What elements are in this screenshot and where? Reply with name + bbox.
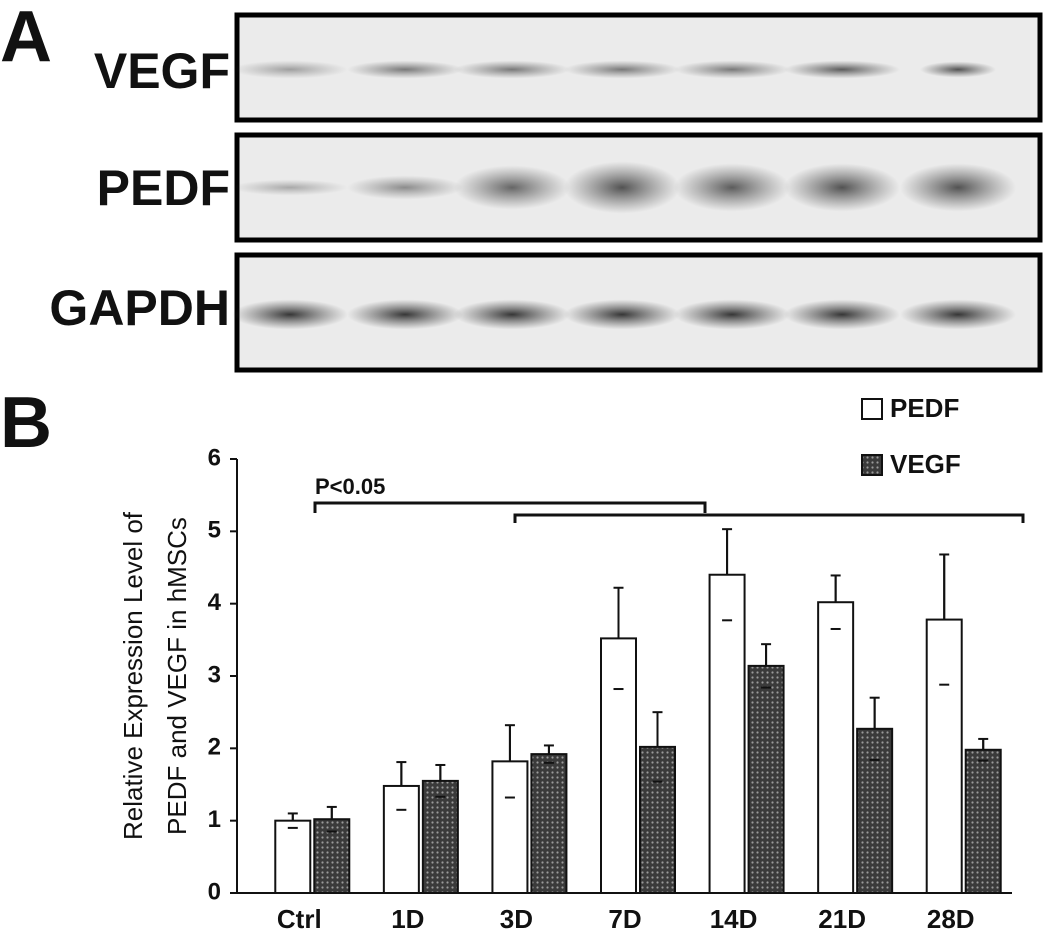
x-tick-label: 21D xyxy=(818,904,866,934)
y-tick-label: 1 xyxy=(208,806,221,833)
y-tick-label: 0 xyxy=(208,878,221,905)
blot-band xyxy=(564,299,680,330)
blots xyxy=(232,12,1043,373)
y-tick-label: 3 xyxy=(208,661,221,688)
blot-band xyxy=(900,299,1016,330)
x-tick-label: 1D xyxy=(391,904,424,934)
blot-band xyxy=(232,299,348,330)
blot-band xyxy=(232,179,348,196)
panel-label: B xyxy=(0,383,52,463)
blot-band xyxy=(674,163,790,212)
blot-band xyxy=(454,165,570,210)
bar xyxy=(639,745,676,894)
blot-label: GAPDH xyxy=(49,280,230,336)
legend-swatch xyxy=(861,454,883,476)
bar xyxy=(747,664,785,895)
x-tick-label: 28D xyxy=(927,904,975,934)
bar xyxy=(925,618,963,895)
bar xyxy=(274,819,312,895)
bar xyxy=(964,748,1002,895)
panel-label: A xyxy=(0,0,52,77)
y-tick-label: 5 xyxy=(208,517,221,544)
blot-band xyxy=(784,299,900,330)
y-tick-label: 2 xyxy=(208,734,221,761)
blot-band xyxy=(454,60,570,79)
blot-band xyxy=(232,60,348,79)
y-axis-label: Relative Expression Level of xyxy=(118,511,148,840)
y-tick-label: 4 xyxy=(208,589,222,616)
blot-band xyxy=(347,299,463,330)
blot-band xyxy=(920,61,996,78)
x-tick-label: Ctrl xyxy=(277,904,322,934)
blot-band xyxy=(784,60,900,79)
significance-bracket xyxy=(313,501,1025,523)
blot-band xyxy=(564,60,680,79)
blot-band xyxy=(900,163,1016,212)
blot-label: PEDF xyxy=(97,160,230,216)
bar xyxy=(530,753,568,894)
x-tick-label: 3D xyxy=(500,904,533,934)
legend-label: VEGF xyxy=(890,449,961,479)
blot-band xyxy=(454,299,570,330)
legend-swatch xyxy=(861,398,883,420)
annotation: P<0.05 xyxy=(315,474,385,499)
bar xyxy=(817,601,855,894)
x-tick-label: 14D xyxy=(710,904,758,934)
bar xyxy=(600,637,637,894)
y-axis-label: PEDF and VEGF in hMSCs xyxy=(162,517,192,835)
blot-band xyxy=(347,175,463,200)
blot-label: VEGF xyxy=(94,43,230,99)
x-tick-label: 7D xyxy=(608,904,641,934)
bar xyxy=(708,573,746,894)
legend-label: PEDF xyxy=(890,393,959,423)
blot-band xyxy=(674,60,790,79)
bar xyxy=(382,784,420,894)
blot-band xyxy=(784,163,900,212)
blot-band xyxy=(674,299,790,330)
bar xyxy=(313,818,351,894)
blot-band xyxy=(347,60,463,79)
y-tick-label: 6 xyxy=(208,444,221,471)
bar xyxy=(856,727,894,895)
bar xyxy=(491,760,529,894)
blot-band xyxy=(564,161,680,214)
